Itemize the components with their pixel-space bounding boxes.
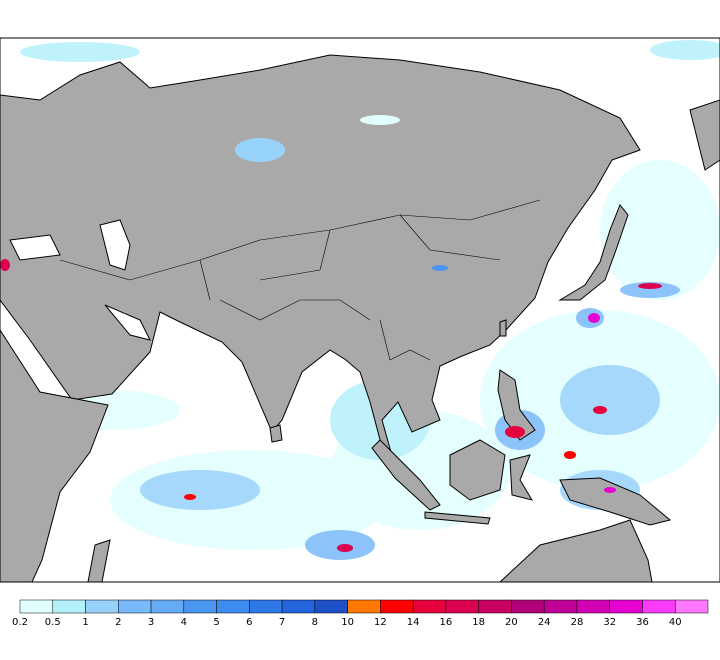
colorbar-box bbox=[314, 599, 348, 614]
colorbar-label: 2 bbox=[115, 617, 121, 628]
caspian-sea bbox=[99, 219, 131, 271]
colorbar-label: 14 bbox=[407, 617, 420, 628]
colorbar-box bbox=[216, 599, 250, 614]
precipitation bbox=[20, 40, 720, 560]
colorbar-box bbox=[642, 599, 676, 614]
colorbar-label: 36 bbox=[636, 617, 649, 628]
land-philippines bbox=[497, 369, 536, 441]
colorbar-label: 16 bbox=[440, 617, 453, 628]
colorbar-box bbox=[609, 599, 643, 614]
land-borneo bbox=[449, 439, 506, 501]
colorbar-box bbox=[576, 599, 610, 614]
land-java bbox=[424, 511, 491, 525]
colorbar-box bbox=[478, 599, 512, 614]
colorbar-label: 1 bbox=[82, 617, 88, 628]
land-sumatra bbox=[371, 439, 441, 511]
colorbar-label: 8 bbox=[312, 617, 318, 628]
colorbar-box bbox=[281, 599, 316, 614]
colorbar-box bbox=[412, 599, 447, 614]
colorbar-box bbox=[19, 599, 54, 614]
land-japan bbox=[558, 204, 629, 301]
colorbar: 0.2 0.5 1 2 3 4 5 6 7 8 10 12 14 16 18 20 24 28 32 36 40 bbox=[12, 599, 709, 628]
map-frame bbox=[0, 37, 720, 583]
land-new-guinea bbox=[559, 477, 672, 526]
colorbar-box bbox=[543, 599, 578, 614]
colorbar-box bbox=[118, 599, 152, 614]
colorbar-label: 28 bbox=[571, 617, 584, 628]
colorbar-label: 7 bbox=[279, 617, 285, 628]
land-sulawesi bbox=[509, 454, 534, 501]
colorbar-label: 18 bbox=[472, 617, 485, 628]
colorbar-box bbox=[380, 599, 414, 614]
land-kamchatka bbox=[689, 99, 720, 171]
black-sea bbox=[9, 234, 61, 261]
colorbar-box bbox=[674, 599, 709, 614]
colorbar-label: 0.2 bbox=[12, 617, 28, 628]
colorbar-box bbox=[347, 599, 381, 614]
land-eurasia bbox=[0, 54, 641, 472]
land-sri-lanka bbox=[269, 424, 283, 443]
colorbar-label: 32 bbox=[603, 617, 616, 628]
colorbar-label: 10 bbox=[341, 617, 354, 628]
colorbar-label: 12 bbox=[374, 617, 387, 628]
map bbox=[0, 37, 720, 583]
country-borders bbox=[59, 199, 541, 361]
persian-gulf bbox=[104, 304, 151, 341]
colorbar-box bbox=[249, 599, 283, 614]
colorbar-label: 4 bbox=[181, 617, 187, 628]
precipitation-cores bbox=[0, 115, 662, 552]
colorbar-label: 3 bbox=[148, 617, 154, 628]
colorbar-box bbox=[445, 599, 479, 614]
land-taiwan bbox=[499, 319, 507, 337]
colorbar-box bbox=[511, 599, 545, 614]
colorbar-box bbox=[183, 599, 217, 614]
colorbar-label: 40 bbox=[669, 617, 682, 628]
colorbar-label: 0.5 bbox=[45, 617, 61, 628]
colorbar-box bbox=[52, 599, 86, 614]
colorbar-label: 5 bbox=[213, 617, 219, 628]
colorbar-box bbox=[85, 599, 119, 614]
colorbar-label: 24 bbox=[538, 617, 551, 628]
colorbar-label: 20 bbox=[505, 617, 518, 628]
colorbar-box bbox=[150, 599, 185, 614]
colorbar-label: 6 bbox=[246, 617, 252, 628]
